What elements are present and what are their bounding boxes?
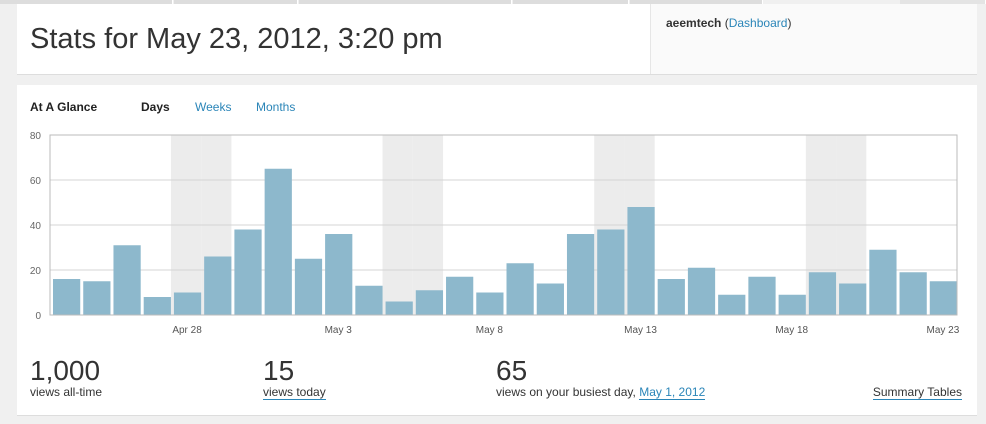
at-a-glance-heading: At A Glance (30, 100, 98, 114)
bar (234, 229, 262, 315)
bar (446, 276, 474, 315)
x-tick-label: May 18 (775, 325, 808, 336)
bar (325, 234, 353, 315)
tab-days[interactable]: Days (141, 100, 170, 114)
stats-panel: At A Glance Days Weeks Months 0 20 40 60 80 A… (17, 85, 977, 416)
plot-border (49, 134, 958, 316)
bar (506, 263, 534, 315)
tab[interactable] (0, 0, 173, 4)
views-today: 15 (263, 355, 295, 386)
total-views-label: views all-time (30, 385, 103, 399)
bar (415, 290, 444, 315)
busiest-label: views on your busiest day, (496, 385, 636, 399)
tab[interactable] (513, 0, 629, 4)
bar (536, 283, 564, 315)
y-tick-label: 20 (30, 266, 42, 277)
bar (808, 272, 837, 315)
bar (294, 258, 323, 315)
bar (748, 276, 776, 315)
bar (355, 285, 383, 315)
bar (264, 168, 292, 315)
x-tick-label: May 13 (624, 325, 657, 336)
summary-tables-link[interactable]: Summary Tables (872, 385, 962, 400)
top-tabs (0, 0, 986, 4)
total-views: 1,000 (30, 355, 101, 386)
dashboard-link[interactable]: Dashboard (728, 16, 788, 30)
tab[interactable] (174, 0, 298, 4)
views-chart: 0 20 40 60 80 Apr 28 May 3 May 8 May 13 May 18 May… (30, 131, 960, 336)
y-tick-label: 0 (35, 311, 41, 322)
bar (687, 267, 716, 315)
bar (657, 279, 685, 315)
tab[interactable] (630, 0, 763, 4)
bar (839, 283, 867, 315)
bar (929, 281, 957, 315)
bar (53, 279, 81, 315)
bar (173, 292, 202, 315)
x-tick-label: May 8 (476, 325, 504, 336)
views-today-link[interactable]: views today (263, 385, 326, 400)
y-tick-label: 40 (30, 221, 42, 232)
bar (204, 256, 232, 315)
busiest-date-link[interactable]: May 1, 2012 (639, 385, 706, 400)
bar (476, 292, 504, 315)
page-header: Stats for May 23, 2012, 3:20 pm aeemtech… (17, 4, 977, 75)
bar (718, 294, 746, 315)
x-tick-label: Apr 28 (172, 325, 202, 336)
blog-info: aeemtech (Dashboard) (650, 4, 977, 74)
bar (83, 281, 111, 315)
tab[interactable] (299, 0, 512, 4)
y-tick-label: 60 (30, 176, 42, 187)
x-tick-label: May 3 (325, 325, 353, 336)
bar (597, 229, 625, 315)
username: aeemtech (666, 16, 722, 30)
tab-weeks[interactable]: Weeks (195, 100, 232, 114)
bar (385, 301, 413, 315)
tab-months[interactable]: Months (256, 100, 296, 114)
bar (113, 245, 141, 315)
bar (899, 272, 927, 315)
bar (778, 294, 806, 315)
bar (143, 297, 171, 315)
busiest-views: 65 (496, 355, 528, 386)
y-tick-label: 80 (30, 131, 42, 142)
bar (869, 249, 897, 315)
bar (627, 207, 655, 315)
x-tick-label: May 23 (926, 325, 959, 336)
bar (566, 234, 595, 315)
page-title: Stats for May 23, 2012, 3:20 pm (30, 23, 443, 55)
